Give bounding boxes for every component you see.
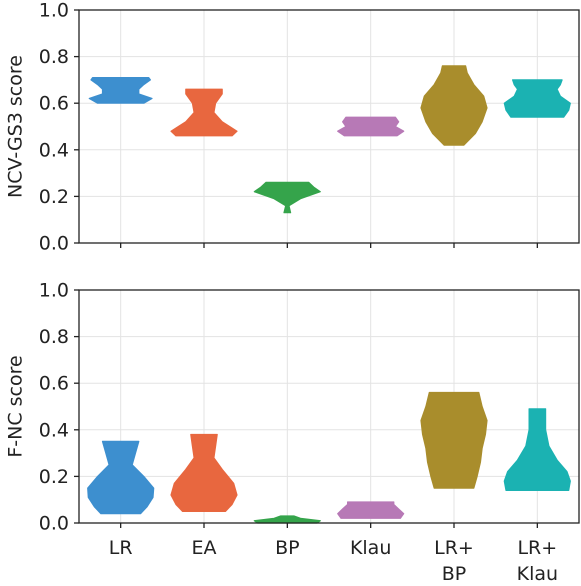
violin-lr-bp <box>420 65 488 146</box>
x-tick-label: LR+ <box>434 537 474 559</box>
y-tick-label: 0.0 <box>39 513 69 535</box>
bottom-panel: 0.0 0.2 0.4 0.6 0.8 1.0 LR EA BP Klau LR+ BP LR+ Klau… <box>5 280 580 585</box>
violin-bp <box>253 515 321 524</box>
violin-ea <box>170 88 238 137</box>
violin-lr-klau <box>503 79 571 118</box>
x-tick-label: EA <box>191 537 216 559</box>
y-axis-label: F-NC score <box>5 355 27 457</box>
violin-lr <box>87 440 155 515</box>
x-tick-label: BP <box>442 563 467 581</box>
plot-frame <box>78 289 580 524</box>
violin-ea <box>170 433 238 512</box>
plot-frame <box>78 9 580 244</box>
y-tick-label: 0.2 <box>39 466 69 488</box>
y-axis-label: NCV-GS3 score <box>5 55 27 198</box>
y-tick-label: 0.0 <box>39 233 69 255</box>
top-panel: 0.0 0.2 0.4 0.6 0.8 1.0 NCV-GS3 score <box>5 0 580 255</box>
violin-klau <box>337 116 405 137</box>
x-tick-label: LR <box>109 537 133 559</box>
y-tick-label: 0.2 <box>39 186 69 208</box>
violin-lr-bp <box>420 391 488 489</box>
y-tick-label: 0.4 <box>39 139 69 161</box>
x-tick-label: LR+ <box>517 537 557 559</box>
violin-lr <box>88 77 153 104</box>
x-tick-label: Klau <box>517 563 558 581</box>
y-tick-label: 1.0 <box>39 0 69 22</box>
x-tick-label: BP <box>275 537 300 559</box>
y-tick-label: 0.6 <box>39 373 69 395</box>
y-tick-label: 0.8 <box>39 326 69 348</box>
y-tick-label: 0.6 <box>39 93 69 115</box>
y-tick-label: 0.4 <box>39 419 69 441</box>
x-tick-label: Klau <box>350 537 391 559</box>
y-tick-label: 0.8 <box>39 46 69 68</box>
violin-lr-klau <box>503 408 571 491</box>
violin-bp <box>253 181 321 214</box>
y-tick-label: 1.0 <box>39 280 69 302</box>
violin-klau <box>337 501 405 519</box>
